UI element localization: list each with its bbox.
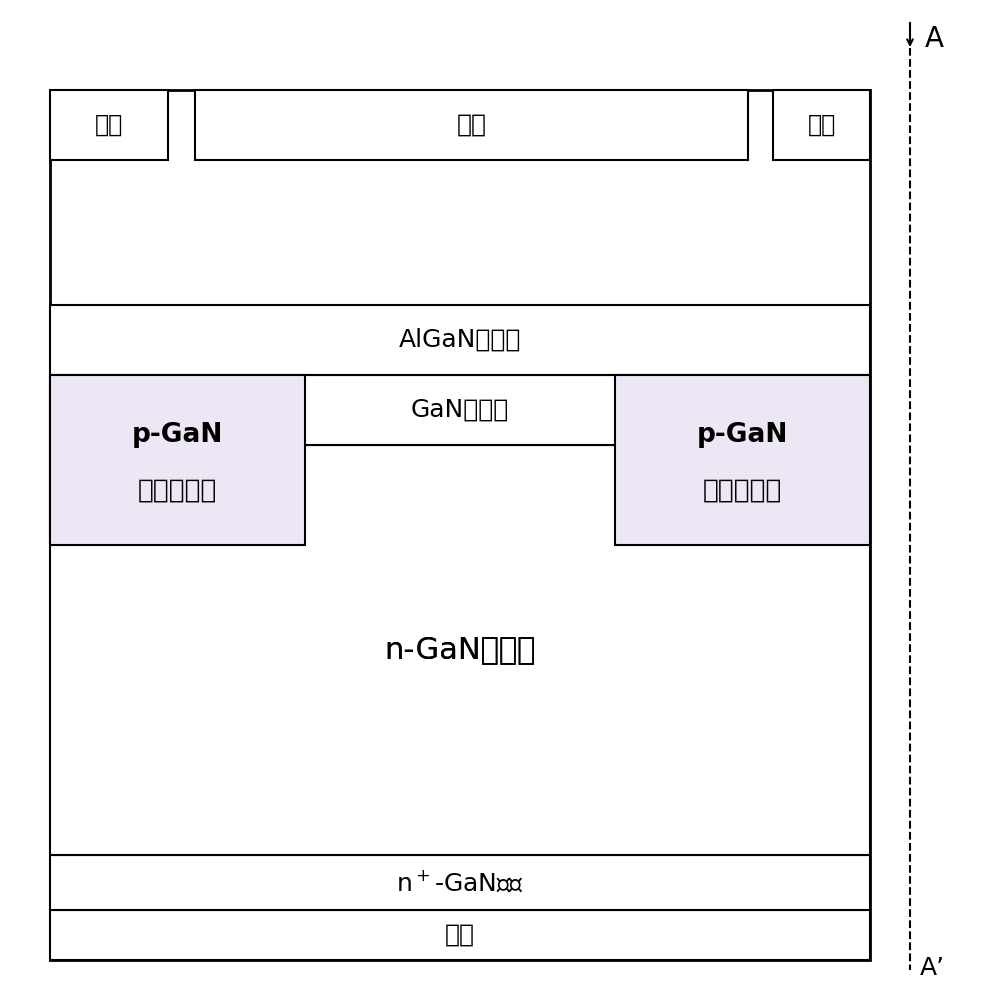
Bar: [773, 90, 870, 160]
Text: 栅极: 栅极: [456, 113, 487, 137]
Bar: [50, 445, 870, 855]
Bar: [50, 855, 870, 910]
Text: 源极: 源极: [95, 113, 124, 137]
Bar: [615, 375, 870, 545]
Bar: [50, 375, 305, 545]
Text: A’: A’: [920, 956, 945, 980]
Bar: [50, 305, 870, 375]
Bar: [50, 375, 870, 445]
Text: GaN沟道层: GaN沟道层: [411, 398, 509, 422]
Bar: [50, 90, 870, 960]
Text: AlGaN势垒层: AlGaN势垒层: [399, 328, 521, 352]
Text: A: A: [925, 25, 944, 53]
Bar: [50, 90, 168, 160]
Text: 漏极: 漏极: [445, 923, 475, 947]
Text: $\mathsf{n^+}$-GaN衬底: $\mathsf{n^+}$-GaN衬底: [396, 870, 524, 895]
Text: p-GaN: p-GaN: [131, 422, 224, 448]
Text: 电流阻挡层: 电流阻挡层: [137, 478, 217, 504]
Text: p-GaN: p-GaN: [697, 422, 788, 448]
Text: 源极: 源极: [807, 113, 836, 137]
Text: n-GaN缓冲层: n-GaN缓冲层: [385, 636, 536, 664]
Bar: [50, 910, 870, 960]
Bar: [195, 90, 748, 160]
Text: 电流阻挡层: 电流阻挡层: [702, 478, 782, 504]
Text: n-GaN缓冲层: n-GaN缓冲层: [385, 636, 536, 664]
